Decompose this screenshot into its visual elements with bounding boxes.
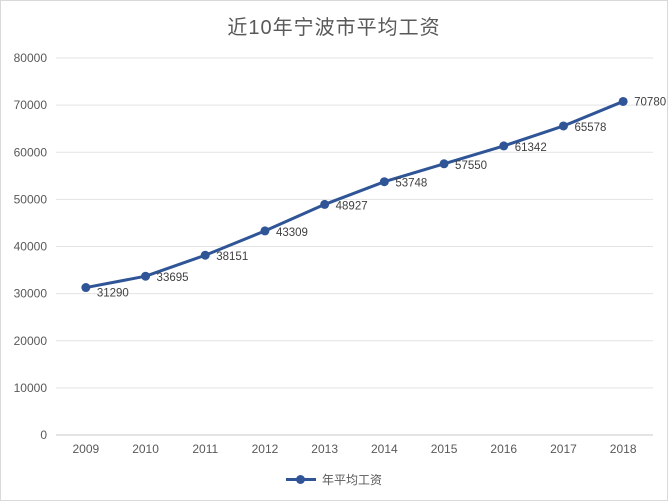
series-line bbox=[84, 99, 625, 290]
x-tick-label: 2016 bbox=[490, 442, 517, 456]
y-tick-label: 40000 bbox=[14, 240, 48, 254]
data-point bbox=[618, 96, 628, 106]
data-label: 65578 bbox=[574, 122, 606, 134]
x-tick-label: 2013 bbox=[311, 442, 338, 456]
data-label: 57550 bbox=[455, 160, 487, 172]
legend-line-marker-icon bbox=[285, 475, 316, 484]
y-tick-label: 60000 bbox=[14, 145, 48, 159]
x-tick-label: 2018 bbox=[610, 442, 637, 456]
data-point bbox=[558, 121, 568, 131]
data-point bbox=[379, 177, 389, 187]
y-tick-label: 80000 bbox=[14, 51, 48, 65]
y-tick-label: 50000 bbox=[14, 192, 48, 206]
x-tick-label: 2015 bbox=[431, 442, 458, 456]
x-tick-label: 2010 bbox=[132, 442, 159, 456]
data-label: 70780 bbox=[634, 96, 666, 108]
y-tick-label: 30000 bbox=[14, 287, 48, 301]
data-label: 43309 bbox=[276, 227, 308, 239]
data-label: 33695 bbox=[157, 272, 189, 284]
data-label: 31290 bbox=[97, 288, 129, 300]
x-tick-label: 2014 bbox=[371, 442, 398, 456]
data-label: 38151 bbox=[216, 251, 248, 263]
data-label: 48927 bbox=[336, 200, 368, 212]
x-tick-label: 2009 bbox=[72, 442, 99, 456]
data-label: 53748 bbox=[395, 178, 427, 190]
legend-dot-icon bbox=[295, 475, 305, 484]
y-tick-label: 70000 bbox=[14, 98, 48, 112]
data-point bbox=[499, 141, 509, 151]
data-point bbox=[439, 159, 449, 169]
x-tick-label: 2011 bbox=[192, 442, 218, 456]
y-tick-label: 10000 bbox=[14, 381, 48, 395]
data-point bbox=[141, 271, 151, 281]
x-tick-label: 2012 bbox=[252, 442, 279, 456]
chart-legend: 年平均工资 bbox=[1, 471, 667, 488]
data-label: 61342 bbox=[515, 142, 547, 154]
data-point bbox=[81, 283, 91, 293]
data-point bbox=[260, 226, 270, 236]
data-point bbox=[200, 250, 210, 260]
y-tick-label: 0 bbox=[40, 428, 47, 442]
y-tick-label: 20000 bbox=[14, 334, 48, 348]
legend-label: 年平均工资 bbox=[321, 473, 382, 487]
data-point bbox=[320, 199, 330, 209]
chart-title: 近10年宁波市平均工资 bbox=[227, 17, 441, 39]
x-tick-label: 2017 bbox=[550, 442, 577, 456]
